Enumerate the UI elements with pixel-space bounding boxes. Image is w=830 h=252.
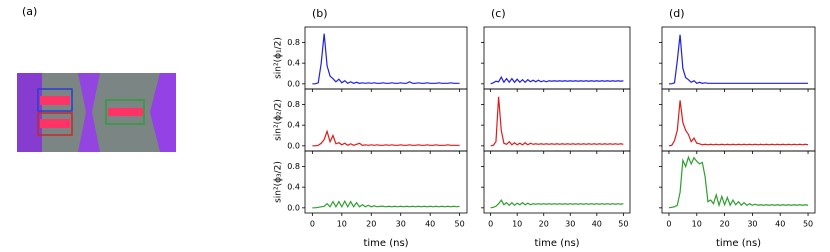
axes-frame	[661, 88, 816, 152]
axes-frame	[661, 150, 816, 214]
y-axis-label: sin²(ϕ₃/2)	[274, 161, 284, 203]
x-tick-label: 10	[337, 220, 347, 229]
panel-title: (c)	[491, 7, 506, 20]
series-line	[490, 96, 624, 147]
x-tick-label: 20	[366, 220, 376, 229]
x-tick-label: 30	[747, 220, 757, 229]
x-tick-label: 50	[455, 220, 465, 229]
device-image	[17, 73, 176, 152]
x-tick-label: 0	[310, 220, 315, 229]
series-line	[490, 198, 624, 209]
panel-title: (d)	[669, 7, 685, 20]
x-tick-label: 10	[692, 220, 702, 229]
series-line	[668, 34, 809, 85]
x-tick-label: 30	[396, 220, 406, 229]
series-line	[668, 155, 809, 209]
x-tick-label: 0	[488, 220, 493, 229]
x-tick-label: 30	[565, 220, 575, 229]
series-line	[312, 33, 460, 85]
panel-label: (a)	[22, 5, 37, 18]
series-line	[312, 199, 460, 209]
x-axis-label: time (ns)	[716, 238, 761, 249]
y-axis-label: sin²(ϕ₂/2)	[274, 99, 284, 141]
series-line	[312, 129, 460, 147]
axes-frame	[304, 26, 468, 90]
y-axis-label: sin²(ϕ₁/2)	[274, 37, 284, 79]
x-tick-label: 50	[618, 220, 628, 229]
x-axis-label: time (ns)	[534, 238, 579, 249]
x-tick-label: 20	[719, 220, 729, 229]
axes-frame	[661, 26, 816, 90]
y-tick-label: 0.4	[287, 121, 300, 130]
x-tick-label: 0	[666, 220, 671, 229]
y-tick-label: 0.4	[287, 59, 300, 68]
y-tick-label: 0.8	[287, 162, 300, 171]
x-tick-label: 40	[425, 220, 435, 229]
x-tick-label: 40	[592, 220, 602, 229]
y-tick-label: 0.8	[287, 38, 300, 47]
axes-frame	[483, 150, 631, 214]
axes-frame	[304, 88, 468, 152]
y-tick-label: 0.0	[287, 203, 300, 212]
axes-frame	[304, 150, 468, 214]
x-tick-label: 50	[803, 220, 813, 229]
y-tick-label: 0.0	[287, 141, 300, 150]
series-line	[668, 100, 809, 147]
y-tick-label: 0.8	[287, 100, 300, 109]
y-tick-label: 0.4	[287, 183, 300, 192]
x-tick-label: 40	[775, 220, 785, 229]
y-tick-label: 0.0	[287, 79, 300, 88]
x-axis-label: time (ns)	[363, 238, 408, 249]
series-line	[490, 75, 624, 85]
panel-title: (b)	[312, 7, 328, 20]
axes-frame	[483, 88, 631, 152]
x-tick-label: 20	[539, 220, 549, 229]
x-tick-label: 10	[512, 220, 522, 229]
